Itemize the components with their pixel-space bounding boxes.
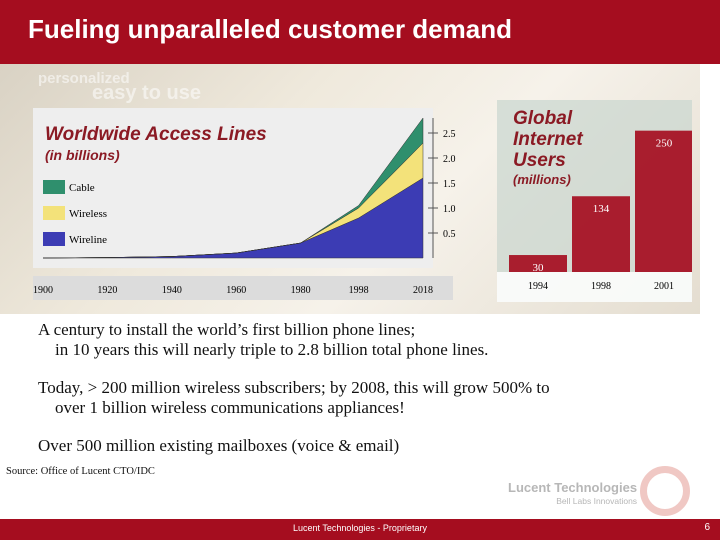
- bar-value-label: 30: [533, 262, 545, 274]
- chart1-title: Worldwide Access Lines: [45, 124, 267, 145]
- legend-label-wireline: Wireline: [69, 234, 107, 246]
- x-tick-label: 1900: [33, 285, 53, 296]
- bg-word-personalized: personalized: [38, 70, 130, 87]
- footer-bar: Lucent Technologies - Proprietary 6: [0, 519, 720, 540]
- chart1-subtitle: (in billions): [45, 147, 120, 163]
- bullet-2-line1: Today, > 200 million wireless subscriber…: [38, 378, 550, 397]
- legend-swatch-wireless: [43, 206, 65, 220]
- bar-value-label: 250: [656, 138, 673, 150]
- chart2-title-line1: Global: [513, 108, 573, 129]
- logo-sub: Bell Labs Innovations: [556, 496, 638, 506]
- y-tick-label: 1.5: [443, 179, 456, 190]
- access-lines-chart: 2.5 2.0 1.5 1.0 0.5 Worldwide Access Lines (…: [33, 108, 456, 300]
- chart2-subtitle: (millions): [513, 172, 571, 187]
- x-tick-label: 1920: [97, 285, 117, 296]
- x-tick-label: 1994: [528, 281, 548, 292]
- chart1-x-axis-band: [33, 276, 453, 300]
- bullet-1-line2: in 10 years this will nearly triple to 2…: [55, 340, 489, 359]
- y-tick-label: 2.5: [443, 129, 456, 140]
- x-tick-label: 1998: [349, 285, 369, 296]
- legend-label-cable: Cable: [69, 182, 95, 194]
- logo-name: Lucent Technologies: [508, 480, 638, 495]
- footer-text: Lucent Technologies - Proprietary: [293, 523, 427, 533]
- legend-swatch-wireline: [43, 232, 65, 246]
- source-note: Source: Office of Lucent CTO/IDC: [6, 466, 155, 477]
- y-tick-label: 1.0: [443, 204, 456, 215]
- x-tick-label: 1980: [291, 285, 311, 296]
- bullet-1-line1: A century to install the world’s first b…: [38, 320, 416, 339]
- bullet-3-line1: Over 500 million existing mailboxes (voi…: [38, 436, 400, 455]
- bar-value-label: 134: [593, 203, 610, 215]
- chart2-x-axis-band: [497, 272, 692, 302]
- bar-2001: [635, 130, 692, 272]
- legend-swatch-cable: [43, 180, 65, 194]
- x-tick-label: 2018: [413, 285, 433, 296]
- bullet-1: A century to install the world’s first b…: [38, 320, 698, 360]
- bullet-2-line2: over 1 billion wireless communications a…: [55, 398, 405, 417]
- chart2-title-line2: Internet: [513, 129, 583, 150]
- bar-1994: [509, 255, 567, 272]
- innovation-ring-icon: [640, 466, 690, 516]
- chart2-title-line3: Users: [513, 150, 566, 171]
- bullet-list: A century to install the world’s first b…: [38, 320, 698, 474]
- x-tick-label: 2001: [654, 281, 674, 292]
- y-tick-label: 2.0: [443, 154, 456, 165]
- area-cable: [42, 117, 424, 259]
- bg-word-easy-to-use: easy to use: [92, 82, 201, 104]
- legend-label-wireless: Wireless: [69, 208, 107, 220]
- lucent-logo: Lucent Technologies Bell Labs Innovation…: [508, 480, 637, 506]
- x-tick-label: 1998: [591, 281, 611, 292]
- x-tick-label: 1960: [226, 285, 246, 296]
- internet-users-chart: Global Internet Users (millions) 30 134 25…: [497, 100, 692, 302]
- title-bar: Fueling unparalleled customer demand: [0, 0, 720, 64]
- bar-1998: [572, 196, 630, 272]
- slide-title: Fueling unparalleled customer demand: [28, 14, 512, 44]
- x-tick-label: 1940: [162, 285, 182, 296]
- bullet-2: Today, > 200 million wireless subscriber…: [38, 378, 698, 418]
- y-tick-label: 0.5: [443, 229, 456, 240]
- page-number: 6: [704, 522, 710, 533]
- bullet-3: Over 500 million existing mailboxes (voi…: [38, 436, 698, 456]
